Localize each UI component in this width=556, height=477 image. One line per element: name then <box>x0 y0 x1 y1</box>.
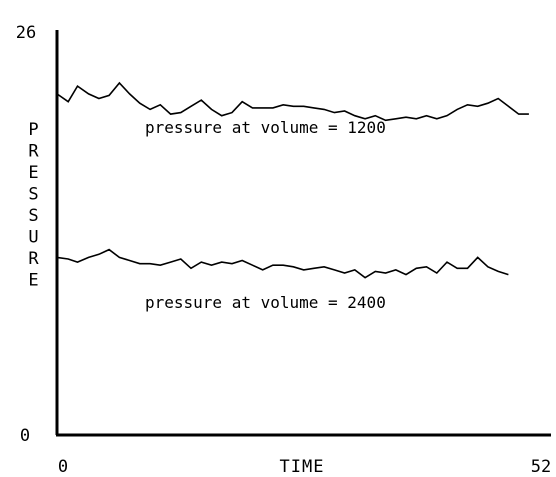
series-label-1200: pressure at volume = 1200 <box>145 118 386 137</box>
y-axis-title-letter: S <box>28 185 39 205</box>
y-axis-title-letter: E <box>28 271 39 291</box>
y-axis-title-letter: E <box>28 163 39 183</box>
y-tick-label-min: 0 <box>20 426 30 446</box>
y-axis-title-letter: R <box>28 249 39 269</box>
series-line-1 <box>56 81 529 122</box>
x-axis-title: TIME <box>280 457 325 477</box>
axes <box>55 30 551 437</box>
x-tick-label-max: 52 <box>531 457 551 477</box>
series-label-2400: pressure at volume = 2400 <box>145 293 386 312</box>
x-tick-label-min: 0 <box>58 457 68 477</box>
y-axis-title-letter: S <box>28 206 39 226</box>
y-axis-title-letter: P <box>28 120 39 140</box>
y-axis-title-letter: R <box>28 142 39 162</box>
y-axis-title-letter: U <box>28 228 39 248</box>
series-lines <box>56 81 529 279</box>
series-line-2 <box>56 248 509 279</box>
y-tick-label-max: 26 <box>16 23 36 43</box>
